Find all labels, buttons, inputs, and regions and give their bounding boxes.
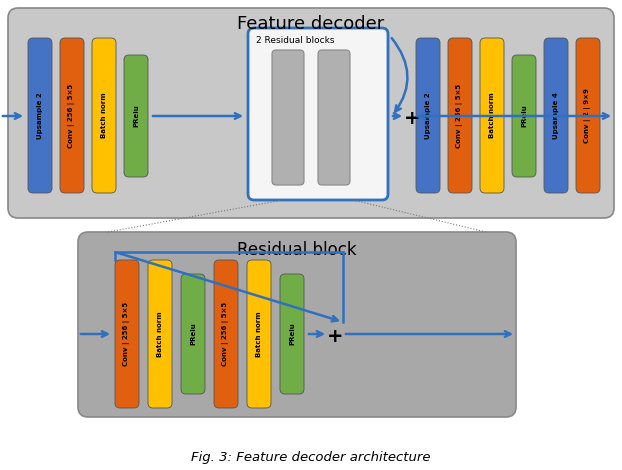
Text: Upsample 2: Upsample 2 [37,92,43,139]
Text: Conv | 256 | 5×5: Conv | 256 | 5×5 [223,302,230,366]
FancyBboxPatch shape [78,232,516,417]
FancyBboxPatch shape [181,274,205,394]
Text: Conv | 256 | 5×5: Conv | 256 | 5×5 [457,84,463,148]
Text: Conv | 2 | 9×9: Conv | 2 | 9×9 [585,88,592,143]
Text: Batch norm: Batch norm [489,93,495,138]
Text: PRelu: PRelu [521,105,527,127]
FancyBboxPatch shape [247,260,271,408]
Text: Batch norm: Batch norm [256,311,262,357]
FancyBboxPatch shape [272,50,304,185]
FancyBboxPatch shape [480,38,504,193]
FancyBboxPatch shape [416,38,440,193]
FancyBboxPatch shape [318,50,350,185]
Text: Residual block: Residual block [237,241,357,259]
Text: 2 Residual blocks: 2 Residual blocks [256,36,335,45]
Text: Feature decoder: Feature decoder [238,15,384,33]
FancyBboxPatch shape [124,55,148,177]
Text: Conv | 256 | 5×5: Conv | 256 | 5×5 [68,84,75,148]
Text: Conv | 256 | 5×5: Conv | 256 | 5×5 [124,302,131,366]
FancyBboxPatch shape [448,38,472,193]
FancyBboxPatch shape [92,38,116,193]
FancyBboxPatch shape [248,28,388,200]
Text: Fig. 3: Feature decoder architecture: Fig. 3: Feature decoder architecture [191,452,431,464]
Text: +: + [404,109,420,127]
Text: Batch norm: Batch norm [101,93,107,138]
FancyBboxPatch shape [60,38,84,193]
Text: Batch norm: Batch norm [157,311,163,357]
FancyBboxPatch shape [280,274,304,394]
Text: PRelu: PRelu [190,322,196,345]
Text: Upsample 2: Upsample 2 [425,92,431,139]
FancyBboxPatch shape [512,55,536,177]
FancyBboxPatch shape [115,260,139,408]
FancyBboxPatch shape [544,38,568,193]
Text: PRelu: PRelu [133,105,139,127]
Text: Upsample 4: Upsample 4 [553,92,559,139]
FancyBboxPatch shape [576,38,600,193]
FancyBboxPatch shape [148,260,172,408]
Text: PRelu: PRelu [289,322,295,345]
Text: +: + [327,327,343,345]
FancyBboxPatch shape [214,260,238,408]
FancyBboxPatch shape [28,38,52,193]
FancyBboxPatch shape [8,8,614,218]
